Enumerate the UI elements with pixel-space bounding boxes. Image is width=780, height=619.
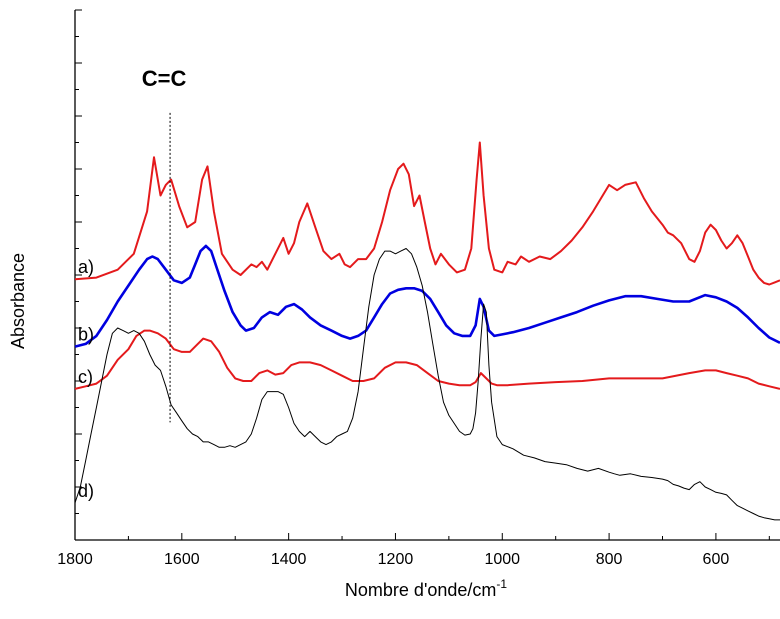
x-axis-title-superscript: -1 (496, 577, 507, 591)
curve-label-4: d) (78, 481, 94, 501)
y-axis-title: Absorbance (8, 253, 28, 349)
x-tick-label: 1400 (271, 551, 307, 568)
x-axis-title-text: Nombre d'onde/cm (345, 580, 497, 600)
x-tick-label: 1000 (484, 551, 520, 568)
spectra-curves: a) b) c) d) (74, 141, 780, 521)
spectrum-curve-1 (74, 141, 780, 286)
x-tick-label: 800 (596, 551, 623, 568)
annotations: C=C (142, 66, 187, 423)
spectrum-curve-2 (74, 244, 780, 348)
spectrum-curve-4 (74, 248, 780, 521)
x-tick-label: 1200 (378, 551, 414, 568)
curve-label-3: c) (78, 367, 93, 387)
y-axis-ticks (75, 9, 82, 541)
spectrum-curve-3 (74, 329, 780, 390)
x-tick-label: 1800 (57, 551, 93, 568)
x-tick-label: 1600 (164, 551, 200, 568)
curve-label-2: b) (78, 325, 94, 345)
x-axis-title: Nombre d'onde/cm-1 (345, 577, 508, 600)
annotation-label: C=C (142, 66, 187, 91)
curve-label-1: a) (78, 257, 94, 277)
x-tick-label: 600 (703, 551, 730, 568)
x-axis-ticks: 1800 1600 1400 1200 1000 800 600 (57, 533, 770, 568)
